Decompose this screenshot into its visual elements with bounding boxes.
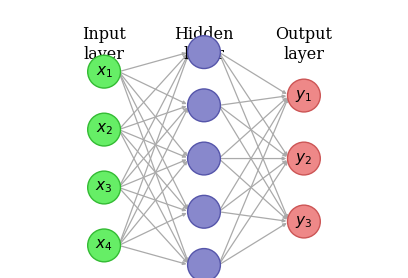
Text: Input
layer: Input layer <box>82 26 126 63</box>
Circle shape <box>288 142 320 175</box>
Circle shape <box>188 195 220 228</box>
Circle shape <box>188 142 220 175</box>
Circle shape <box>188 36 220 68</box>
Text: $x_4$: $x_4$ <box>95 238 113 253</box>
Circle shape <box>288 205 320 238</box>
Text: $x_3$: $x_3$ <box>95 180 113 195</box>
Circle shape <box>188 89 220 122</box>
Text: Hidden
layer: Hidden layer <box>174 26 234 63</box>
Circle shape <box>288 79 320 112</box>
Circle shape <box>88 55 120 88</box>
Circle shape <box>188 249 220 278</box>
Text: $x_2$: $x_2$ <box>95 122 113 137</box>
Circle shape <box>88 113 120 146</box>
Text: $y_3$: $y_3$ <box>295 214 313 230</box>
Circle shape <box>88 229 120 262</box>
Circle shape <box>88 171 120 204</box>
Text: $x_1$: $x_1$ <box>95 64 113 80</box>
Text: $y_1$: $y_1$ <box>295 88 313 104</box>
Text: Output
layer: Output layer <box>275 26 333 63</box>
Text: $y_2$: $y_2$ <box>295 151 313 167</box>
